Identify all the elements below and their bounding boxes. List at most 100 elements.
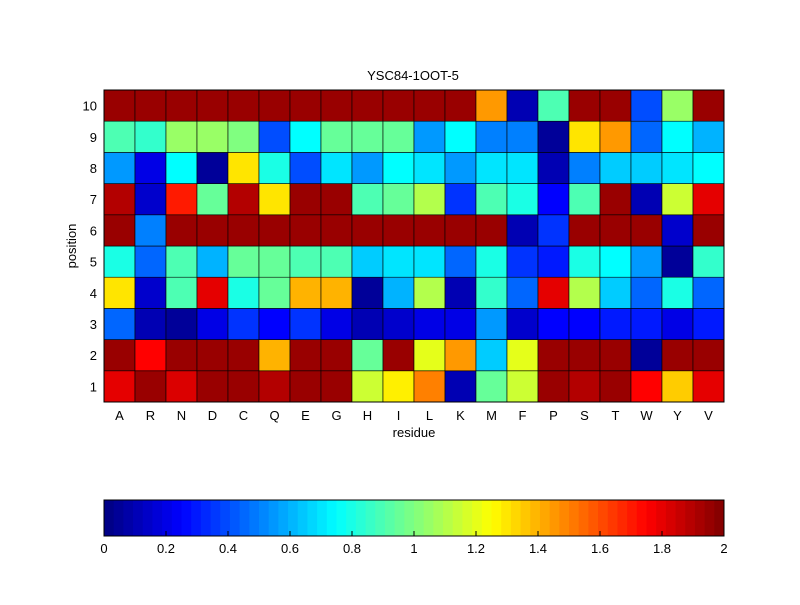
colorbar-segment bbox=[375, 500, 386, 536]
colorbar-segment bbox=[346, 500, 357, 536]
heatmap-cell bbox=[630, 214, 663, 247]
heatmap-cell bbox=[165, 120, 198, 153]
heatmap-cell bbox=[320, 308, 353, 340]
colorbar-segment bbox=[501, 500, 512, 536]
heatmap-cell bbox=[103, 339, 136, 372]
colorbar-segment bbox=[220, 500, 231, 536]
heatmap-cell bbox=[196, 152, 229, 184]
heatmap-cell bbox=[134, 183, 167, 216]
heatmap-cell bbox=[258, 370, 291, 403]
colorbar-segment bbox=[656, 500, 667, 536]
heatmap-cell bbox=[258, 214, 291, 247]
colorbar-segment bbox=[704, 500, 715, 536]
heatmap-cell bbox=[227, 339, 260, 372]
heatmap-cell bbox=[289, 183, 322, 216]
x-tick-label: D bbox=[208, 408, 217, 423]
heatmap-cell bbox=[103, 120, 136, 153]
x-tick-label: K bbox=[456, 408, 465, 423]
colorbar-tick-labels: 0 0.2 0.4 0.6 0.8 1 1.2 1.4 1.6 1.8 2 bbox=[100, 531, 728, 556]
colorbar-tick-label: 1 bbox=[410, 541, 417, 556]
x-tick-label: H bbox=[363, 408, 372, 423]
heatmap-cell bbox=[661, 370, 694, 403]
heatmap-cell bbox=[320, 276, 353, 309]
heatmap-cell bbox=[568, 214, 601, 247]
heatmap-cell bbox=[506, 89, 539, 122]
colorbar-segment bbox=[288, 500, 299, 536]
x-tick-label: C bbox=[239, 408, 248, 423]
heatmap-cell bbox=[320, 339, 353, 372]
heatmap-cell bbox=[134, 152, 167, 184]
heatmap-cell bbox=[103, 183, 136, 216]
heatmap-cell bbox=[196, 120, 229, 153]
heatmap-cell bbox=[196, 308, 229, 340]
heatmap-cell bbox=[351, 308, 384, 340]
colorbar-segment bbox=[462, 500, 473, 536]
heatmap-cell bbox=[134, 214, 167, 247]
y-tick-label: 6 bbox=[90, 223, 97, 238]
heatmap-cell bbox=[258, 308, 291, 340]
heatmap-cell bbox=[537, 276, 570, 309]
heatmap-cell bbox=[165, 276, 198, 309]
heatmap-cell bbox=[134, 339, 167, 372]
colorbar-segment bbox=[181, 500, 192, 536]
heatmap-cell bbox=[320, 120, 353, 153]
heatmap-cell bbox=[568, 245, 601, 278]
heatmap-cell bbox=[289, 245, 322, 278]
colorbar-tick-label: 0 bbox=[100, 541, 107, 556]
heatmap-cell bbox=[568, 276, 601, 309]
heatmap-cell bbox=[196, 370, 229, 403]
heatmap-cell bbox=[599, 276, 632, 309]
heatmap-cell bbox=[165, 245, 198, 278]
heatmap-cell bbox=[289, 308, 322, 340]
y-axis-label: position bbox=[64, 224, 79, 269]
y-tick-label: 10 bbox=[83, 99, 97, 114]
heatmap-cell bbox=[165, 308, 198, 340]
colorbar-segment bbox=[191, 500, 202, 536]
colorbar-segment bbox=[404, 500, 415, 536]
heatmap-cell bbox=[227, 276, 260, 309]
heatmap-cell bbox=[320, 370, 353, 403]
heatmap-cell bbox=[382, 89, 415, 122]
x-tick-label: N bbox=[177, 408, 186, 423]
heatmap-cell bbox=[692, 245, 725, 278]
colorbar-segment bbox=[113, 500, 124, 536]
colorbar-segment bbox=[559, 500, 570, 536]
heatmap-cell bbox=[692, 152, 725, 184]
heatmap-cell bbox=[351, 120, 384, 153]
colorbar-segment bbox=[394, 500, 405, 536]
x-tick-label: P bbox=[549, 408, 558, 423]
heatmap-cell bbox=[382, 370, 415, 403]
heatmap-cell bbox=[537, 89, 570, 122]
heatmap-cell bbox=[351, 214, 384, 247]
heatmap-cell bbox=[506, 120, 539, 153]
heatmap-cell bbox=[537, 308, 570, 340]
heatmap-cell bbox=[382, 183, 415, 216]
x-tick-label: S bbox=[580, 408, 589, 423]
heatmap-cell bbox=[630, 152, 663, 184]
colorbar-segment bbox=[510, 500, 522, 536]
heatmap-cell bbox=[568, 339, 601, 372]
x-tick-label: Y bbox=[673, 408, 682, 423]
heatmap-cell bbox=[227, 214, 260, 247]
colorbar-segment bbox=[152, 500, 163, 536]
heatmap-cell bbox=[227, 152, 260, 184]
heatmap-cell bbox=[103, 370, 136, 403]
heatmap-cell bbox=[475, 214, 508, 247]
colorbar-segment bbox=[365, 500, 376, 536]
colorbar-segment bbox=[588, 500, 599, 536]
x-tick-label: G bbox=[331, 408, 341, 423]
colorbar-segment bbox=[278, 500, 289, 536]
x-tick-label: I bbox=[397, 408, 401, 423]
heatmap-cell bbox=[413, 276, 446, 309]
heatmap-cell bbox=[382, 214, 415, 247]
colorbar bbox=[104, 500, 725, 536]
heatmap-cell bbox=[413, 152, 446, 184]
heatmap-cell bbox=[506, 245, 539, 278]
heatmap-cell bbox=[506, 276, 539, 309]
heatmap-cell bbox=[661, 120, 694, 153]
heatmap-cell bbox=[599, 89, 632, 122]
colorbar-tick-label: 1.6 bbox=[591, 541, 609, 556]
colorbar-segment bbox=[249, 500, 260, 536]
heatmap-cell bbox=[537, 370, 570, 403]
